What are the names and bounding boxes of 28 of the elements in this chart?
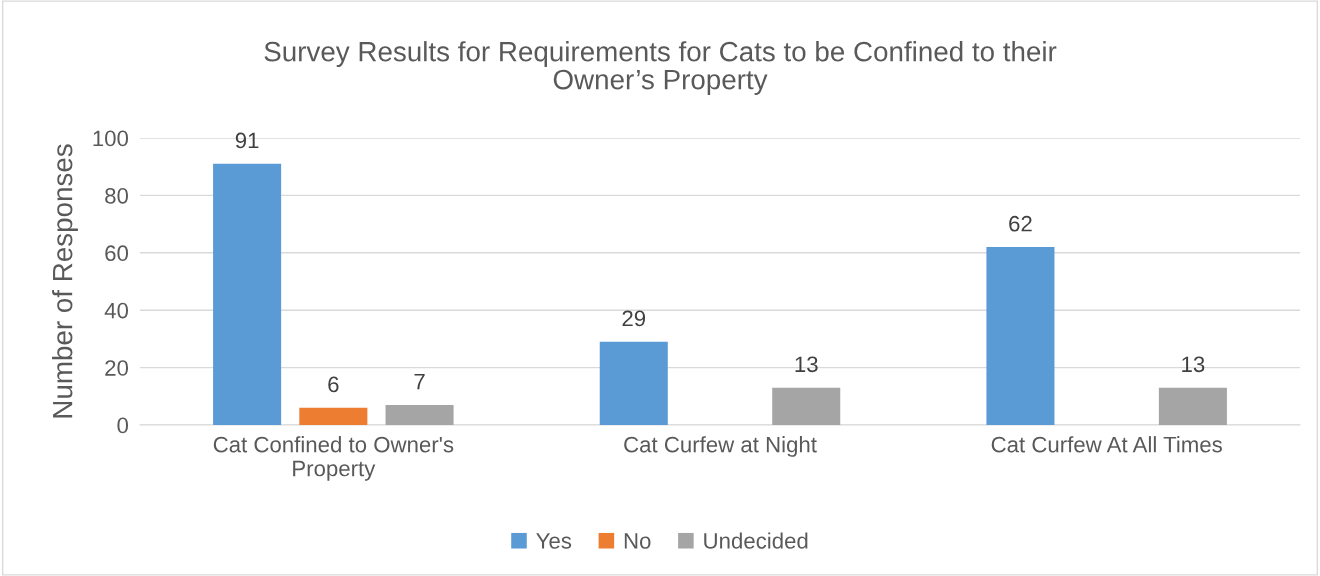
data-label: 29 [622, 310, 646, 327]
x-tick-label: Cat Confined to Owner's Property [213, 436, 454, 481]
y-tick-label: 0 [117, 417, 129, 434]
data-label: 62 [1009, 215, 1032, 232]
legend-label: Yes [536, 533, 572, 549]
bar [772, 387, 841, 425]
legend-label: Undecided [704, 532, 808, 549]
data-label: 7 [414, 373, 425, 390]
y-tick-label: 20 [105, 360, 129, 376]
bar [599, 341, 668, 425]
bar [213, 163, 282, 425]
x-tick-label: Cat Curfew At All Times [991, 436, 1222, 453]
x-tick-label: Cat Curfew at Night [624, 436, 817, 457]
data-label: 13 [1182, 356, 1205, 373]
y-tick-label: 80 [105, 187, 129, 204]
bar [385, 404, 454, 425]
data-label: 13 [795, 356, 818, 373]
chart-title: Survey Results for Requirements for Cats to be Confined to their Owner’s Property [264, 41, 1057, 95]
bar [986, 247, 1055, 425]
y-tick-label: 40 [104, 302, 129, 319]
y-tick-label: 100 [93, 130, 129, 147]
y-tick-label: 60 [105, 245, 129, 262]
bar [299, 407, 368, 425]
data-label: 6 [328, 376, 339, 393]
y-axis-title: Number of Responses [52, 144, 78, 418]
data-label: 91 [235, 132, 259, 149]
bar [1158, 387, 1227, 425]
legend-label: No [624, 533, 651, 549]
